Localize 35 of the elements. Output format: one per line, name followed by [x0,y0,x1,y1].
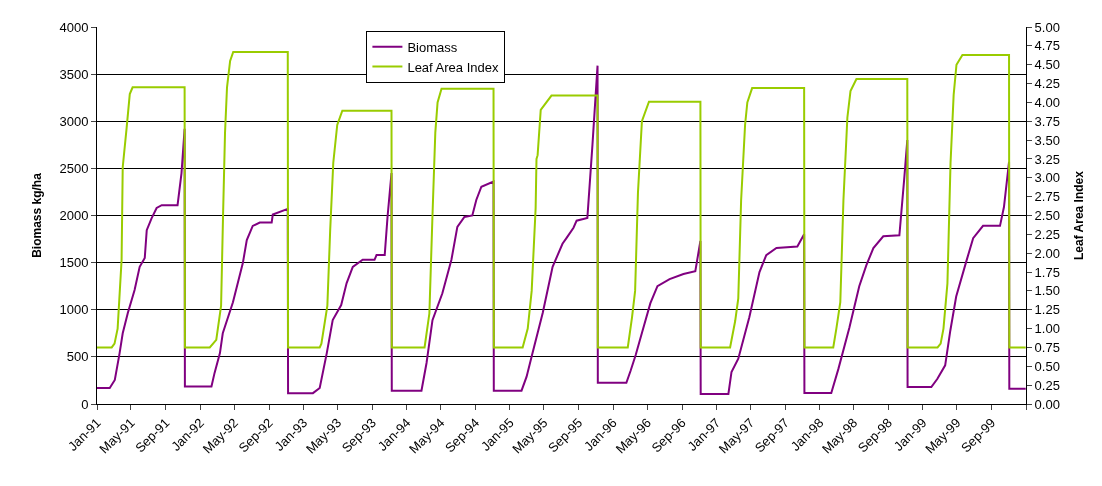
y2-tick-label: 1.75 [1034,264,1060,280]
y-tick-label: 2500 [59,160,89,176]
y-tick-label: 1000 [59,302,89,318]
legend-label: Leaf Area Index [407,59,499,75]
y2-tick-label: 0.25 [1034,377,1060,393]
y2-tick-label: 2.25 [1034,226,1060,242]
y2-tick-label: 2.00 [1034,245,1060,261]
y2-tick-label: 4.50 [1034,57,1060,73]
y2-tick-label: 1.25 [1034,302,1060,318]
y2-tick-label: 3.75 [1034,113,1060,129]
y2-axis-title: Leaf Area Index [1071,170,1086,260]
y2-tick-label: 4.00 [1034,94,1060,110]
y-tick-label: 2000 [59,208,89,224]
y2-tick-label: 1.50 [1034,283,1060,299]
legend-label: Biomass [407,39,458,55]
line-series [97,50,1026,349]
y2-tick-label: 0.00 [1034,396,1060,412]
y2-tick-label: 3.50 [1034,132,1060,148]
y2-tick-label: 2.50 [1034,208,1060,224]
y-axis-title: Biomass kg/ha [29,172,44,258]
y-tick-label: 4000 [59,19,89,35]
y2-tick-label: 5.00 [1034,19,1060,35]
y2-tick-label: 1.00 [1034,321,1060,337]
y-tick-label: 500 [66,349,89,365]
y-tick-label: 1500 [59,255,89,271]
y2-tick-label: 3.25 [1034,151,1060,167]
y-tick-label: 3000 [59,113,89,129]
y-tick-label: 3500 [59,66,89,82]
y2-tick-label: 4.25 [1034,76,1060,92]
y2-tick-label: 4.75 [1034,38,1060,54]
y2-tick-label: 0.50 [1034,358,1060,374]
y2-tick-label: 0.75 [1034,340,1060,355]
y-tick-label: 0 [81,396,89,412]
y2-tick-label: 3.00 [1034,170,1060,186]
y2-tick-label: 2.75 [1034,189,1060,205]
